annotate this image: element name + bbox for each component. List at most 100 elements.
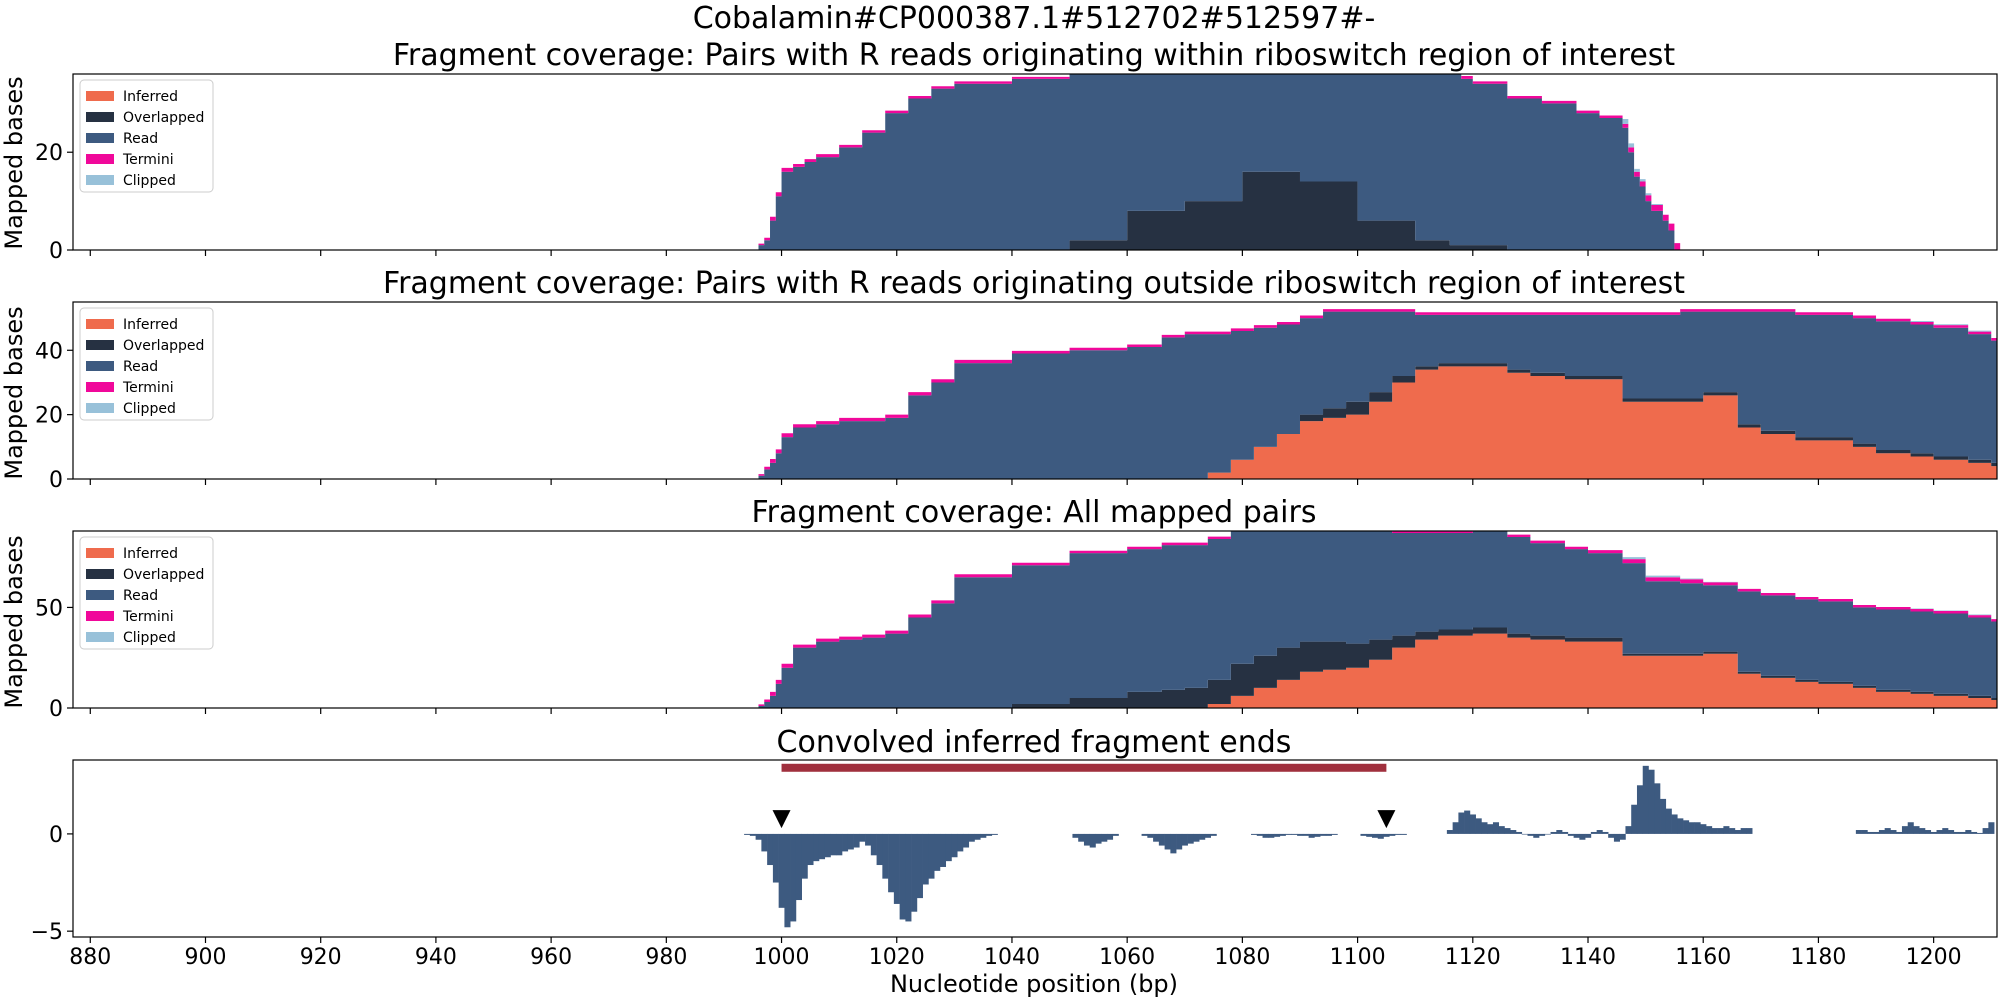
convolution-bar <box>1740 828 1747 834</box>
convolution-bar <box>1158 833 1165 846</box>
convolution-bar <box>1262 833 1269 838</box>
convolution-bar <box>1959 831 1966 834</box>
convolution-bar <box>1475 818 1482 834</box>
x-tick-label: 1080 <box>1214 945 1270 970</box>
convolution-bar <box>824 833 831 858</box>
convolution-bar <box>1320 833 1327 836</box>
convolution-bar <box>1873 831 1880 834</box>
convolution-bar <box>1274 833 1281 837</box>
convolution-bar <box>1665 808 1672 834</box>
convolution-bar <box>1677 818 1684 834</box>
convolution-bar <box>1371 833 1379 838</box>
legend-label-overlapped: Overlapped <box>123 110 204 126</box>
y-tick-label: 0 <box>49 697 63 722</box>
convolution-bar <box>1631 804 1638 834</box>
plot-area: Inferred Overlapped Read Termini Clipped 0 50 <box>35 530 1998 722</box>
legend-swatch-clipped <box>86 175 114 185</box>
convolution-bar <box>1383 833 1390 837</box>
plot-area: Inferred Overlapped Read Termini Clipped 0 20 <box>35 73 1998 264</box>
x-tick-label: 880 <box>69 945 111 970</box>
convolution-bar <box>1498 826 1505 834</box>
convolution-bar <box>911 833 918 912</box>
y-tick-label: 0 <box>49 823 63 848</box>
convolution-bar <box>1642 765 1649 834</box>
convolution-bar <box>1153 833 1160 842</box>
convolution-bar <box>1660 798 1667 834</box>
panel-all-pairs: Fragment coverage: All mapped pairs Infe… <box>0 495 1998 722</box>
axes-frame <box>72 759 1998 938</box>
convolution-bar <box>980 833 987 838</box>
legend-swatch-termini <box>86 382 114 392</box>
convolution-bar <box>1487 824 1494 834</box>
convolution-bar <box>1982 828 1989 834</box>
convolution-bar <box>1389 833 1396 836</box>
y-axis-label: Mapped bases <box>0 76 28 249</box>
convolution-bar <box>928 833 935 879</box>
convolution-bar <box>1176 833 1183 850</box>
convolution-bar <box>1585 833 1592 838</box>
convolution-bar <box>1510 830 1517 834</box>
boundary-marker-triangle <box>1377 810 1396 829</box>
convolution-bar <box>1164 833 1171 850</box>
legend-label-read: Read <box>123 588 158 604</box>
convolution-bar <box>962 833 970 848</box>
convolution-bar <box>767 833 774 866</box>
convolution-bar <box>744 833 751 835</box>
convolution-bar <box>1187 833 1194 844</box>
convolution-bar <box>1723 826 1730 834</box>
panel-title: Fragment coverage: Pairs with R reads or… <box>383 266 1685 301</box>
x-tick-label: 1160 <box>1675 945 1731 970</box>
convolution-bar <box>1550 831 1557 834</box>
axes-frame <box>72 301 1998 480</box>
convolution-bar <box>893 833 900 904</box>
legend: Inferred Overlapped Read Termini Clipped <box>79 79 214 193</box>
convolution-bar <box>1308 833 1315 838</box>
convolution-bar <box>1913 826 1920 834</box>
data-layer <box>758 309 1997 479</box>
convolution-bar <box>968 833 975 842</box>
convolution-bar <box>1971 831 1978 834</box>
x-tick-label: 940 <box>415 945 457 970</box>
convolution-bar <box>876 833 883 866</box>
legend-label-clipped: Clipped <box>123 401 176 417</box>
convolution-bar <box>1746 828 1753 834</box>
convolution-bar <box>1567 833 1574 836</box>
convolution-bar <box>1302 833 1309 836</box>
legend-swatch-read <box>86 133 114 143</box>
convolution-bar <box>1942 828 1949 834</box>
convolution-bar <box>1539 833 1546 836</box>
convolution-bar <box>1141 833 1148 836</box>
convolution-bar <box>1544 833 1551 835</box>
axes-frame <box>72 73 1998 251</box>
convolution-bar <box>1573 833 1580 838</box>
legend-swatch-overlapped <box>86 340 114 350</box>
convolution-bar <box>1458 812 1465 834</box>
convolution-bar <box>1976 832 1983 834</box>
convolution-bar <box>1521 833 1528 835</box>
convolution-bar <box>1590 831 1597 834</box>
y-tick-label: 0 <box>49 239 63 264</box>
x-tick-label: 1140 <box>1560 945 1616 970</box>
convolution-bar <box>1325 833 1332 836</box>
convolution-bar <box>1717 828 1724 834</box>
convolution-bar <box>1360 833 1367 836</box>
convolution-bar <box>1878 830 1885 834</box>
x-tick-label: 1060 <box>1099 945 1155 970</box>
convolution-bar <box>882 833 889 879</box>
convolution-bar <box>865 833 872 846</box>
plot-area: Inferred Overlapped Read Termini Clipped 0 20 4… <box>35 301 1998 493</box>
convolution-bar <box>1654 783 1661 834</box>
legend-label-inferred: Inferred <box>123 317 178 333</box>
legend-swatch-inferred <box>86 319 114 329</box>
convolution-bar <box>1452 822 1459 834</box>
y-axis-label: Mapped bases <box>0 306 28 479</box>
convolution-bar <box>1636 785 1644 834</box>
legend-label-read: Read <box>123 359 158 375</box>
figure-suptitle: Cobalamin#CP000387.1#512702#512597#- <box>693 1 1376 36</box>
convolution-bar <box>1377 833 1384 839</box>
x-tick-label: 1020 <box>869 945 925 970</box>
convolution-bar <box>1210 833 1217 836</box>
convolution-bar <box>1107 833 1114 840</box>
x-tick-label: 920 <box>300 945 342 970</box>
convolution-bar <box>991 833 998 835</box>
